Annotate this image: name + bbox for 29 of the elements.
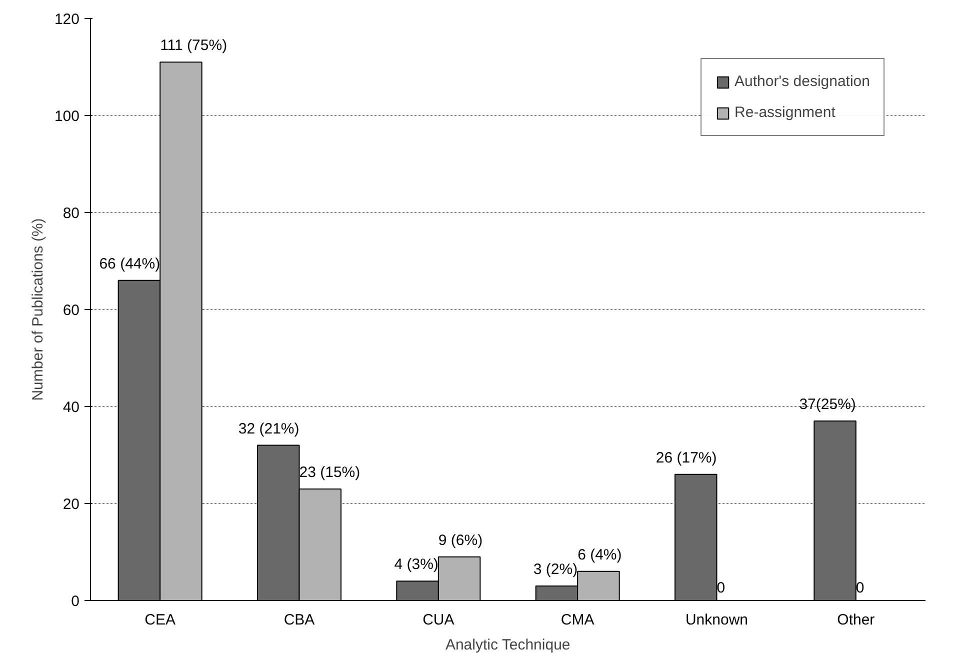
data-label: 3 (2%) <box>533 560 578 578</box>
y-tick-label: 120 <box>54 11 80 28</box>
x-tick-label: Other <box>837 612 875 628</box>
x-tick-label: CBA <box>284 612 315 628</box>
data-label: 66 (44%) <box>99 255 160 272</box>
data-label: 32 (21%) <box>238 420 300 438</box>
y-tick-label: 60 <box>62 302 80 319</box>
legend-label: Author's designation <box>734 73 870 90</box>
legend-label: Re-assignment <box>734 104 836 121</box>
data-label: 111 (75%) <box>160 37 228 54</box>
x-axis-title: Analytic Technique <box>445 636 570 654</box>
data-label: 23 (15%) <box>299 464 360 481</box>
data-label: 4 (3%) <box>394 556 438 574</box>
x-tick-label: CUA <box>422 612 454 628</box>
data-label: 0 <box>856 580 864 596</box>
x-tick-label: CEA <box>144 612 176 628</box>
y-tick-label: 80 <box>62 205 80 222</box>
y-tick-label: 100 <box>54 108 80 125</box>
data-label: 9 (6%) <box>438 532 483 549</box>
x-tick-label: CMA <box>560 612 594 628</box>
y-tick-label: 20 <box>62 496 80 513</box>
data-label: 26 (17%) <box>656 449 717 466</box>
y-axis-title: Number of Publications (%) <box>29 218 46 401</box>
x-tick-label: Unknown <box>685 612 748 628</box>
data-label: 6 (4%) <box>578 546 622 564</box>
y-tick-label: 40 <box>62 399 80 416</box>
data-label: 37(25%) <box>799 396 856 414</box>
data-label: 0 <box>716 580 726 596</box>
y-tick-label: 0 <box>71 593 80 610</box>
